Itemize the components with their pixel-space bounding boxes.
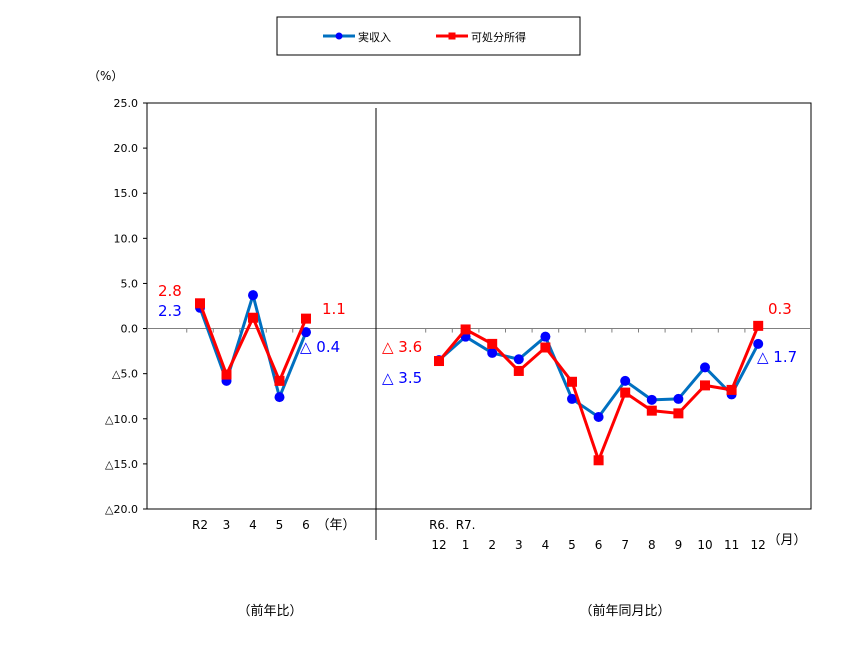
point-disposable [248,312,258,323]
x-tick-label: 3 [223,518,231,532]
panel-label: （前年比） [237,603,302,619]
plot-area [146,102,812,510]
x-unit-label: （月） [767,533,806,548]
y-tick-label: 20.0 [114,142,139,155]
x-tick-label: 2 [488,538,496,552]
x-tick-label: 12 [751,538,766,552]
x-tick-label: 9 [675,538,683,552]
y-axis-label: （%） [88,69,123,83]
point-income [301,327,311,338]
x-tick-label: 3 [515,538,523,552]
point-disposable [646,405,657,416]
x-tick-label: R7. [456,518,476,532]
point-disposable [434,356,444,367]
x-tick-label: 1 [462,538,470,552]
point-disposable [540,342,551,353]
x-tick-label: 4 [249,518,257,532]
y-tick-label: 10.0 [114,232,139,245]
data-label: 2.8 [158,282,182,300]
point-income [646,394,657,405]
point-disposable [274,375,285,386]
x-tick-label: 6 [302,518,310,532]
point-income [513,354,524,365]
legend-marker-income [335,32,343,40]
x-tick-label: 4 [542,538,550,552]
x-tick-label: 10 [697,538,712,552]
point-disposable [567,376,577,387]
point-disposable [513,365,524,376]
point-income [673,393,684,404]
y-tick-label: 0.0 [121,323,139,336]
point-disposable [487,338,498,349]
point-income [248,290,258,301]
data-label: 0.3 [768,300,792,318]
point-disposable [301,313,311,324]
x-unit-label: （年） [316,518,355,533]
y-tick-label: 15.0 [114,187,139,200]
point-income [620,375,631,386]
x-tick-label: 5 [568,538,576,552]
legend-label-income: 実収入 [358,30,391,44]
y-tick-label: △15.0 [105,458,138,471]
point-disposable [593,455,604,466]
x-tick-label: 5 [276,518,284,532]
data-label: △ 3.6 [382,338,422,356]
legend-marker-disposable [448,32,456,40]
legend-label-disposable: 可処分所得 [471,31,526,44]
data-label: △ 0.4 [300,338,340,356]
x-tick-label: 12 [431,538,446,552]
data-label: 1.1 [322,300,346,318]
y-tick-label: △20.0 [105,503,138,516]
y-tick-label: △5.0 [112,368,138,381]
y-tick-label: 25.0 [114,97,139,110]
series-line-disposable [437,325,760,465]
point-income [753,338,764,349]
point-disposable [620,387,631,398]
point-income [540,331,551,342]
point-income [274,392,285,403]
point-disposable [700,380,710,391]
x-tick-label: 7 [621,538,629,552]
point-income [700,362,710,373]
y-tick-label: 5.0 [121,277,139,290]
x-tick-label: 8 [648,538,656,552]
x-tick-label: R6. [429,518,449,532]
point-disposable [673,408,684,419]
data-label: △ 3.5 [382,369,422,387]
series-line-income [438,334,760,420]
x-tick-label: 11 [724,538,739,552]
legend-box [276,16,581,56]
point-disposable [195,298,205,309]
point-income [593,411,604,422]
point-disposable [221,369,232,380]
data-label: △ 1.7 [757,348,797,366]
y-tick-label: △10.0 [105,413,138,426]
x-tick-label: R2 [192,518,208,532]
point-disposable [726,384,737,395]
point-income [487,347,498,358]
data-label: 2.3 [158,302,182,320]
panel-label: （前年同月比） [579,603,670,619]
x-tick-label: 6 [595,538,603,552]
point-disposable [753,320,764,331]
point-income [567,393,577,404]
point-disposable [460,324,471,335]
